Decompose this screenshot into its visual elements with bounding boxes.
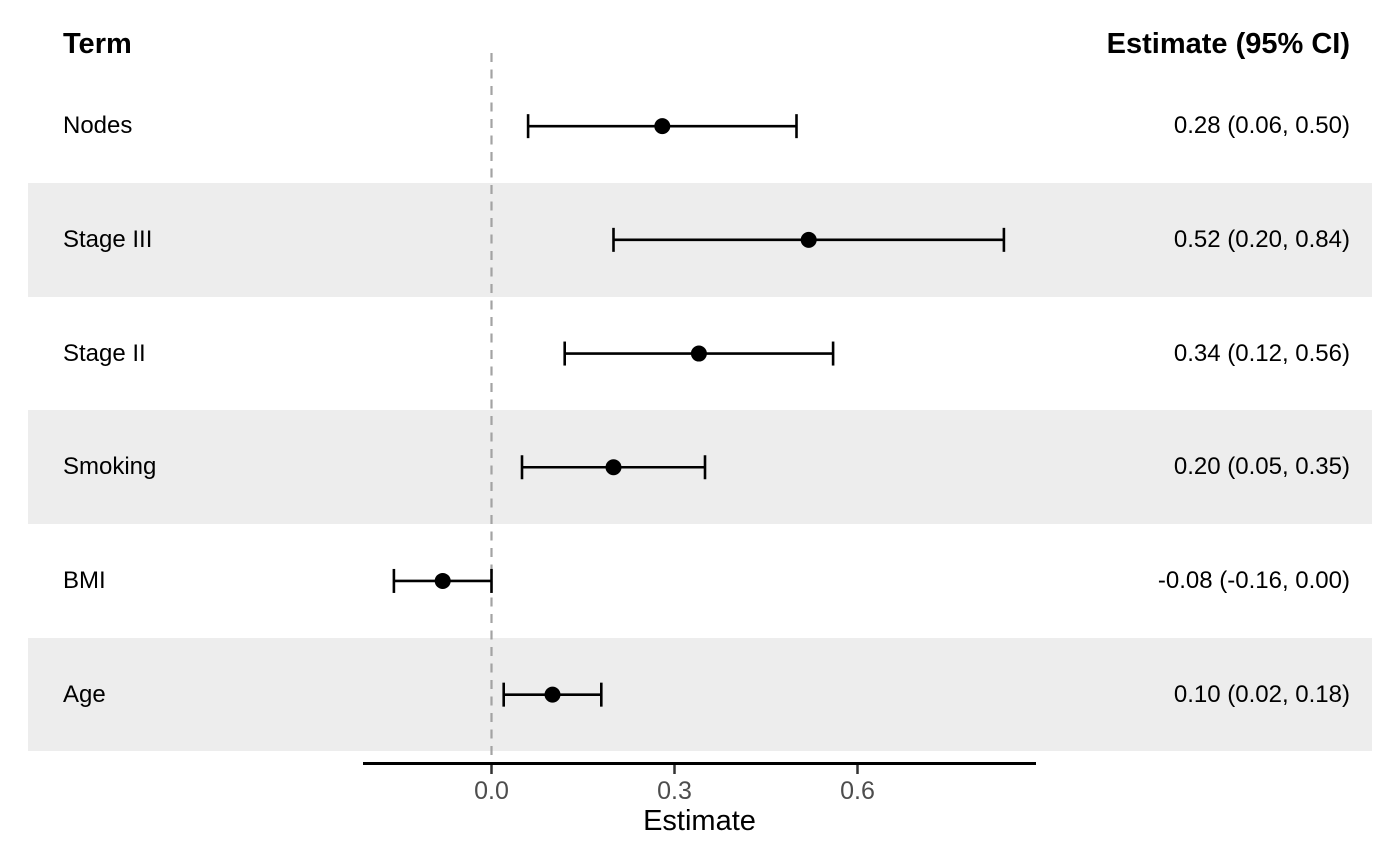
term-label: Stage II bbox=[63, 339, 146, 367]
x-axis-tick-label: 0.0 bbox=[474, 777, 509, 805]
estimate-ci-value: 0.10 (0.02, 0.18) bbox=[1173, 680, 1350, 708]
estimate-ci-value: 0.34 (0.12, 0.56) bbox=[1173, 339, 1350, 367]
x-axis-tick-label: 0.3 bbox=[657, 777, 692, 805]
row-stripe bbox=[28, 637, 1372, 752]
estimate-column-header: Estimate (95% CI) bbox=[1106, 28, 1350, 60]
estimate-ci-value: 0.28 (0.06, 0.50) bbox=[1173, 112, 1350, 140]
term-label: BMI bbox=[63, 566, 106, 594]
term-label: Age bbox=[63, 680, 106, 708]
estimate-ci-value: 0.52 (0.20, 0.84) bbox=[1173, 225, 1350, 253]
estimate-ci-value: -0.08 (-0.16, 0.00) bbox=[1157, 566, 1350, 594]
term-label: Smoking bbox=[63, 453, 157, 481]
term-column-header: Term bbox=[63, 28, 132, 60]
term-label: Stage III bbox=[63, 225, 153, 253]
x-axis-title: Estimate bbox=[643, 805, 756, 837]
term-label: Nodes bbox=[63, 112, 133, 140]
estimate-ci-value: 0.20 (0.05, 0.35) bbox=[1173, 453, 1350, 481]
x-axis-tick-label: 0.6 bbox=[840, 777, 875, 805]
